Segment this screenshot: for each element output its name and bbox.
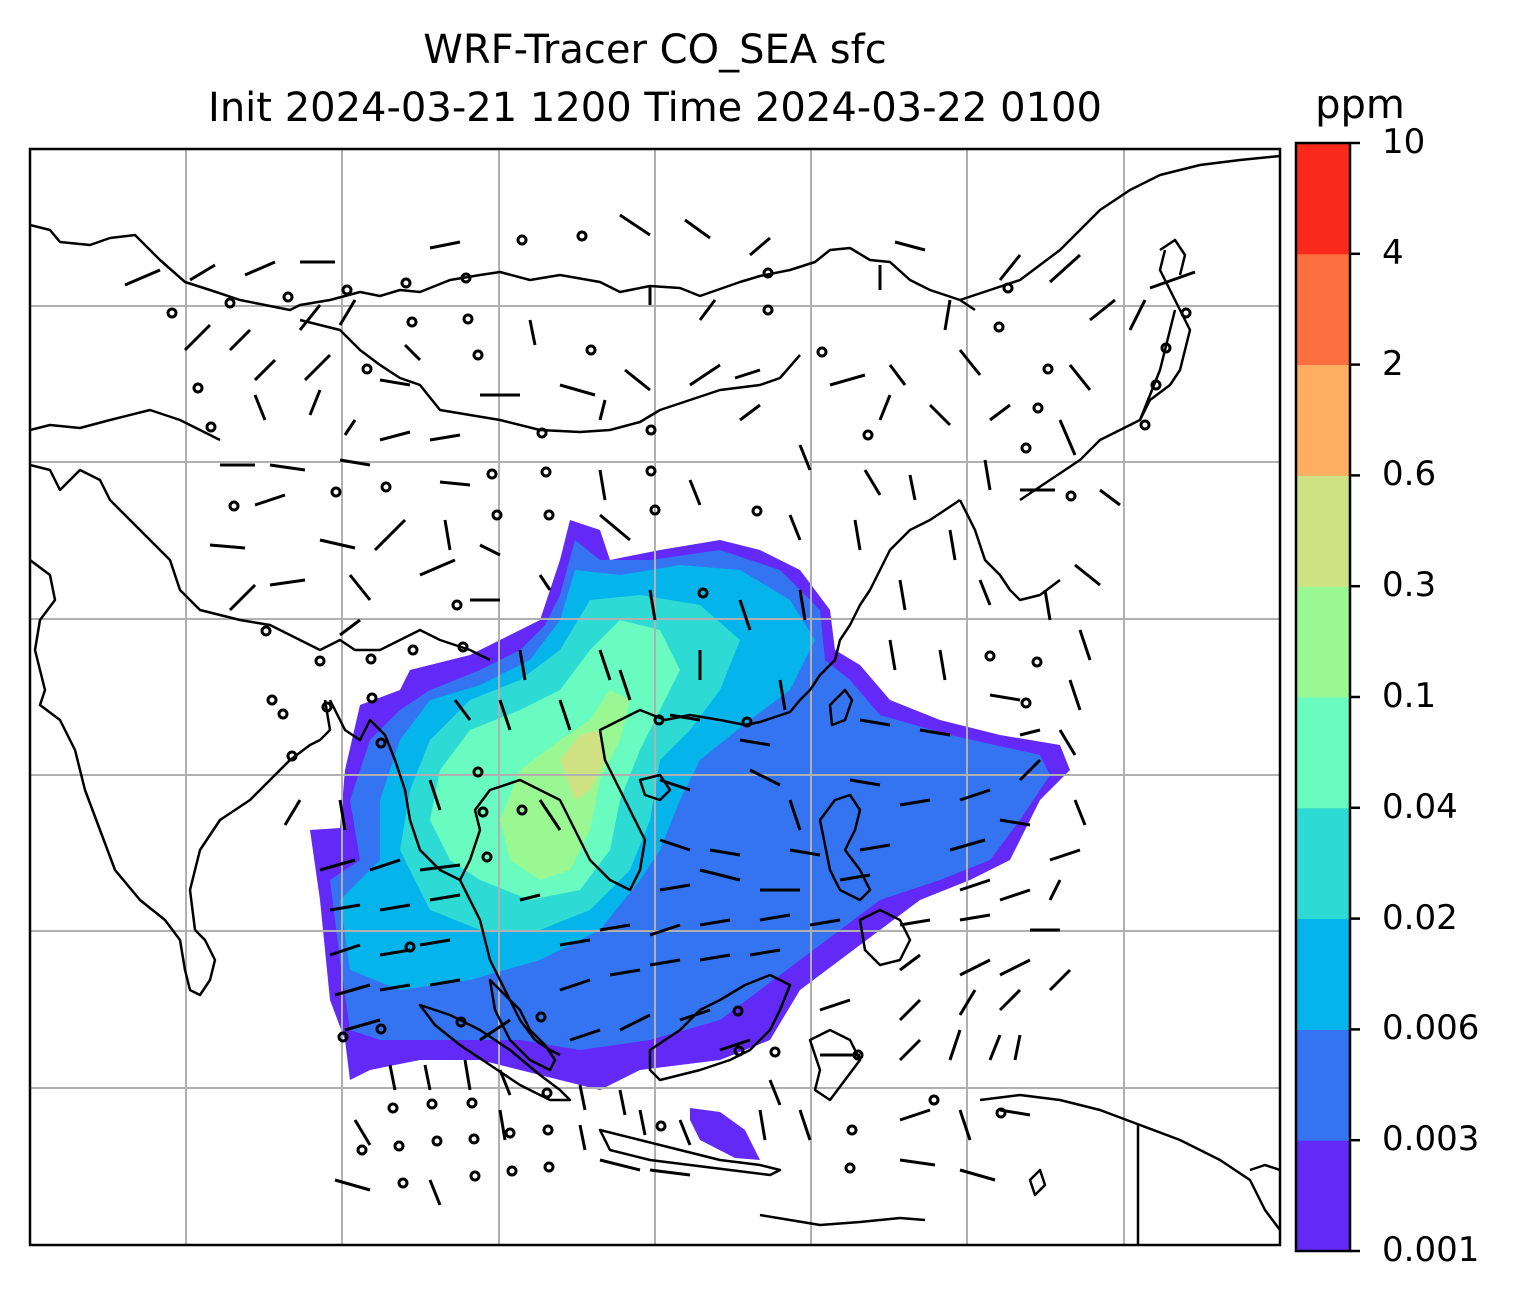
- colorbar-segment: [1296, 475, 1350, 587]
- coastline-sumatra: [418, 1003, 572, 1102]
- coastline-japan: [1019, 249, 1192, 502]
- wind-barb-row: [183, 265, 1147, 362]
- coastline-india-west: [30, 559, 217, 997]
- colorbar-tick-label: 0.3: [1382, 565, 1437, 606]
- coastline-philippines-luzon: [818, 793, 872, 902]
- coastline-lesser-sundas: [759, 1213, 926, 1227]
- tracer-plume: [310, 520, 1070, 1160]
- coastline-java: [598, 1128, 782, 1177]
- coastline-west: [30, 463, 491, 662]
- plume-island-java: [690, 1108, 760, 1160]
- colorbar-segment: [1296, 143, 1350, 255]
- coastline-hainan: [638, 773, 672, 802]
- coastline-taiwan: [828, 688, 854, 727]
- plume-core: [560, 730, 605, 800]
- calm-wind-markers: [166, 230, 1192, 1189]
- colorbar-segment: [1296, 253, 1350, 366]
- colorbar-segment: [1296, 697, 1350, 809]
- wind-barb-row: [124, 213, 1196, 290]
- wind-barb-row: [253, 389, 1077, 456]
- colorbar: [1294, 141, 1360, 1253]
- colorbar-tick-label: 4: [1382, 232, 1404, 273]
- coastline-north-border: [30, 223, 976, 312]
- wind-barb-row: [283, 758, 1087, 831]
- coastline-sakhalin: [1138, 309, 1177, 421]
- coastline-bay-of-bengal: [328, 699, 561, 1057]
- map-frame: [28, 147, 1282, 1247]
- coastline-mongolia-south: [299, 318, 801, 434]
- coastline-malay-peninsula: [488, 978, 557, 1072]
- wind-barb-row: [334, 1158, 996, 1206]
- colorbar-tick-label: 2: [1382, 343, 1404, 384]
- colorbar-segment: [1296, 807, 1350, 920]
- colorbar-tick-label: 0.003: [1382, 1119, 1480, 1160]
- colorbar-tick-label: 10: [1382, 122, 1426, 162]
- wind-barb-row: [253, 349, 1092, 397]
- coastline-east-edge: [1249, 1163, 1280, 1172]
- wind-barbs: [124, 213, 1196, 1206]
- coastline-far-east: [959, 154, 1280, 302]
- wind-barb-row: [209, 493, 1101, 587]
- chart-title-line2: Init 2024-03-21 1200 Time 2024-03-22 010…: [208, 85, 1102, 131]
- coastline-small-island: [1028, 1168, 1047, 1197]
- colorbar-tick-label: 0.6: [1382, 454, 1437, 495]
- colorbar-segment: [1296, 364, 1350, 476]
- wind-barb-row: [329, 868, 1062, 912]
- colorbar-tick-label: 0.006: [1382, 1008, 1480, 1049]
- coastline-borneo: [648, 973, 792, 1082]
- coastline-india-east: [188, 699, 332, 931]
- wind-barb-row: [220, 444, 1121, 507]
- wind-barb-row: [329, 913, 1060, 957]
- coastline-tibet-north: [30, 408, 221, 442]
- colorbar-segment: [1296, 1029, 1350, 1141]
- wind-barb-row: [334, 948, 1072, 997]
- gridlines: [30, 149, 1280, 1245]
- coastline-korea-east: [958, 499, 1061, 602]
- coastline-indochina: [458, 708, 666, 892]
- coastline-sulawesi: [808, 1028, 862, 1102]
- coastline-new-guinea: [979, 1093, 1280, 1231]
- wind-barb-row: [319, 818, 1081, 872]
- colorbar-tick-label: 0.04: [1382, 786, 1458, 827]
- wind-barb-row: [339, 598, 1082, 711]
- coastline-philippines-south: [858, 908, 912, 967]
- wind-barb-row: [228, 558, 1092, 661]
- coastline-kuril: [1159, 238, 1187, 276]
- colorbar-segment: [1296, 1140, 1350, 1252]
- colorbar-tick-label: 0.1: [1382, 676, 1437, 716]
- colorbar-units-label: ppm: [1315, 82, 1405, 128]
- colorbar-segment: [1296, 586, 1350, 698]
- colorbar-tick-label: 0.02: [1382, 897, 1458, 938]
- colorbar-segment: [1296, 918, 1350, 1030]
- wind-barb-row: [344, 988, 1022, 1052]
- wind-barb-row: [453, 669, 1077, 756]
- colorbar-tick-label: 0.001: [1382, 1230, 1480, 1270]
- chart-title-line1: WRF-Tracer CO_SEA sfc: [423, 27, 887, 73]
